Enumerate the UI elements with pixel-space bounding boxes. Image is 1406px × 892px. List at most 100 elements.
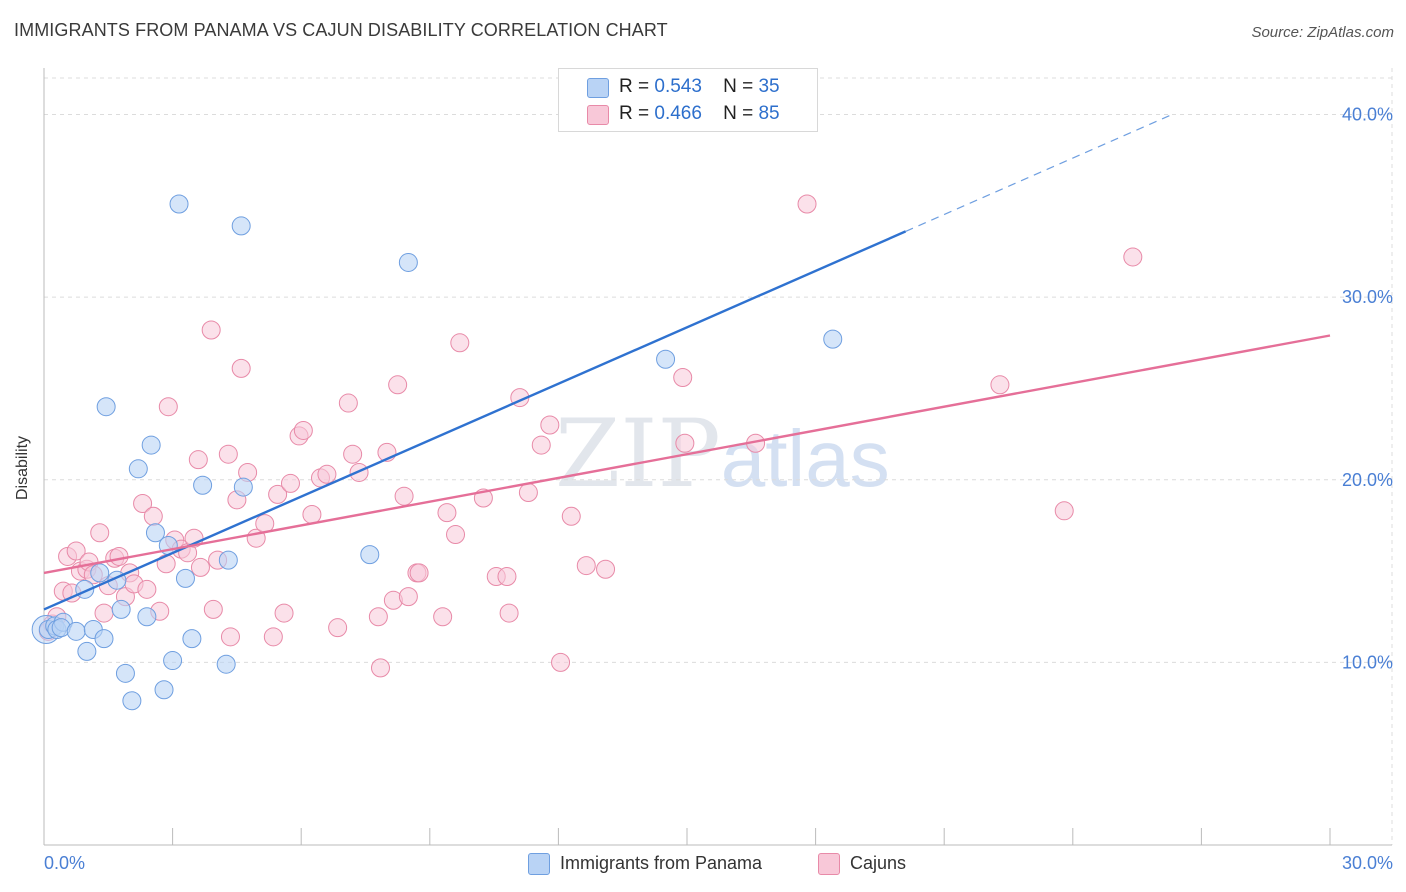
cajuns-point (1054, 501, 1074, 521)
cajuns-point (268, 484, 288, 504)
panama-point (145, 523, 165, 543)
x-tick-label: 0.0% (44, 853, 85, 873)
cajuns-point (231, 358, 251, 378)
cajuns-points (38, 194, 1143, 678)
cajuns-point (388, 375, 408, 395)
panama-point (175, 568, 195, 588)
cajuns-point (596, 559, 616, 579)
cajuns-point (274, 603, 294, 623)
cajuns-point (394, 486, 414, 506)
cajuns-point (293, 420, 313, 440)
cajuns-point (561, 506, 581, 526)
panama-point (66, 621, 86, 641)
panama-point (182, 629, 202, 649)
legend-n-label: N = (723, 103, 754, 124)
cajuns-point (499, 603, 519, 623)
legend-swatch-blue (587, 78, 609, 98)
panama-point (360, 545, 380, 565)
panama-point (96, 397, 116, 417)
cajuns-point (797, 194, 817, 214)
cajuns-point (531, 435, 551, 455)
legend-r-label: R = (619, 103, 650, 124)
cajuns-point (446, 525, 466, 545)
cajuns-point (90, 523, 110, 543)
panama-point (398, 252, 418, 272)
watermark-atlas: atlas (720, 414, 890, 503)
correlation-legend: R = 0.543 N = 35 R = 0.466 N = 85 (558, 68, 818, 132)
panama-point (115, 663, 135, 683)
cajuns-point (368, 607, 388, 627)
legend-n-value: 85 (758, 103, 780, 124)
cajuns-point (540, 415, 560, 435)
y-tick-label: 20.0% (1342, 470, 1393, 490)
cajuns-point (343, 444, 363, 464)
cajuns-point (220, 627, 240, 647)
cajuns-point (551, 652, 571, 672)
cajuns-point (371, 658, 391, 678)
cajuns-point (317, 464, 337, 484)
bottom-legend-swatch-pink (818, 853, 840, 875)
cajuns-point (137, 579, 157, 599)
panama-point (90, 563, 110, 583)
cajuns-point (990, 375, 1010, 395)
panama-point (137, 607, 157, 627)
panama-point (163, 651, 183, 671)
cajuns-point (398, 587, 418, 607)
y-tick-label: 10.0% (1342, 652, 1393, 672)
panama-points (31, 194, 843, 711)
cajuns-point (409, 563, 429, 583)
cajuns-point (433, 607, 453, 627)
panama-point (128, 459, 148, 479)
legend-text-panama: R = 0.543 N = 35 (619, 76, 780, 98)
cajuns-point (497, 567, 517, 587)
cajuns-point (201, 320, 221, 340)
legend-r-label: R = (619, 76, 650, 97)
panama-trend-extension (905, 114, 1172, 232)
cajuns-point (675, 433, 695, 453)
panama-point (231, 216, 251, 236)
panama-point (141, 435, 161, 455)
tick-labels: 10.0% 20.0% 30.0% 40.0% 0.0% 30.0% (44, 105, 1393, 873)
legend-n-label: N = (723, 76, 754, 97)
bottom-legend-label-panama: Immigrants from Panama (560, 853, 763, 873)
cajuns-point (66, 541, 86, 561)
cajuns-point (280, 473, 300, 493)
cajuns-point (673, 367, 693, 387)
legend-swatch-pink (587, 105, 609, 125)
trend-lines (43, 114, 1331, 611)
cajuns-point (218, 444, 238, 464)
cajuns-point (450, 333, 470, 353)
source-label: Source: ZipAtlas.com (1251, 24, 1394, 41)
bottom-legend-label-cajuns: Cajuns (850, 853, 907, 873)
watermark: ZIPatlas (555, 400, 890, 509)
x-tick-label: 30.0% (1342, 853, 1393, 873)
cajuns-point (188, 450, 208, 470)
cajuns-point (518, 483, 538, 503)
cajuns-point (158, 397, 178, 417)
cajuns-point (133, 494, 153, 514)
axis-layer (43, 68, 1392, 846)
legend-r-value: 0.543 (654, 76, 702, 97)
cajuns-point (143, 506, 163, 526)
cajuns-point (576, 556, 596, 576)
chart-title: IMMIGRANTS FROM PANAMA VS CAJUN DISABILI… (14, 20, 668, 40)
bottom-legend-swatch-blue (528, 853, 550, 875)
cajuns-trend-line (43, 334, 1331, 575)
cajuns-point (1123, 247, 1143, 267)
panama-point (169, 194, 189, 214)
cajuns-point (338, 393, 358, 413)
cajuns-point (437, 503, 457, 523)
panama-point (218, 550, 238, 570)
y-tick-label: 30.0% (1342, 287, 1393, 307)
grid-layer (44, 68, 1393, 845)
panama-point (77, 641, 97, 661)
watermark-zip: ZIP (555, 400, 721, 509)
panama-point (656, 349, 676, 369)
panama-point (823, 329, 843, 349)
legend-text-cajuns: R = 0.466 N = 85 (619, 103, 780, 125)
cajuns-point (109, 546, 129, 566)
cajuns-point (190, 557, 210, 577)
panama-point (193, 475, 213, 495)
y-tick-label: 40.0% (1342, 105, 1393, 125)
